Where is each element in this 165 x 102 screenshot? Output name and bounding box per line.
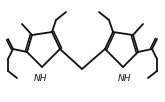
Text: NH: NH <box>117 74 131 83</box>
Text: NH: NH <box>34 74 48 83</box>
